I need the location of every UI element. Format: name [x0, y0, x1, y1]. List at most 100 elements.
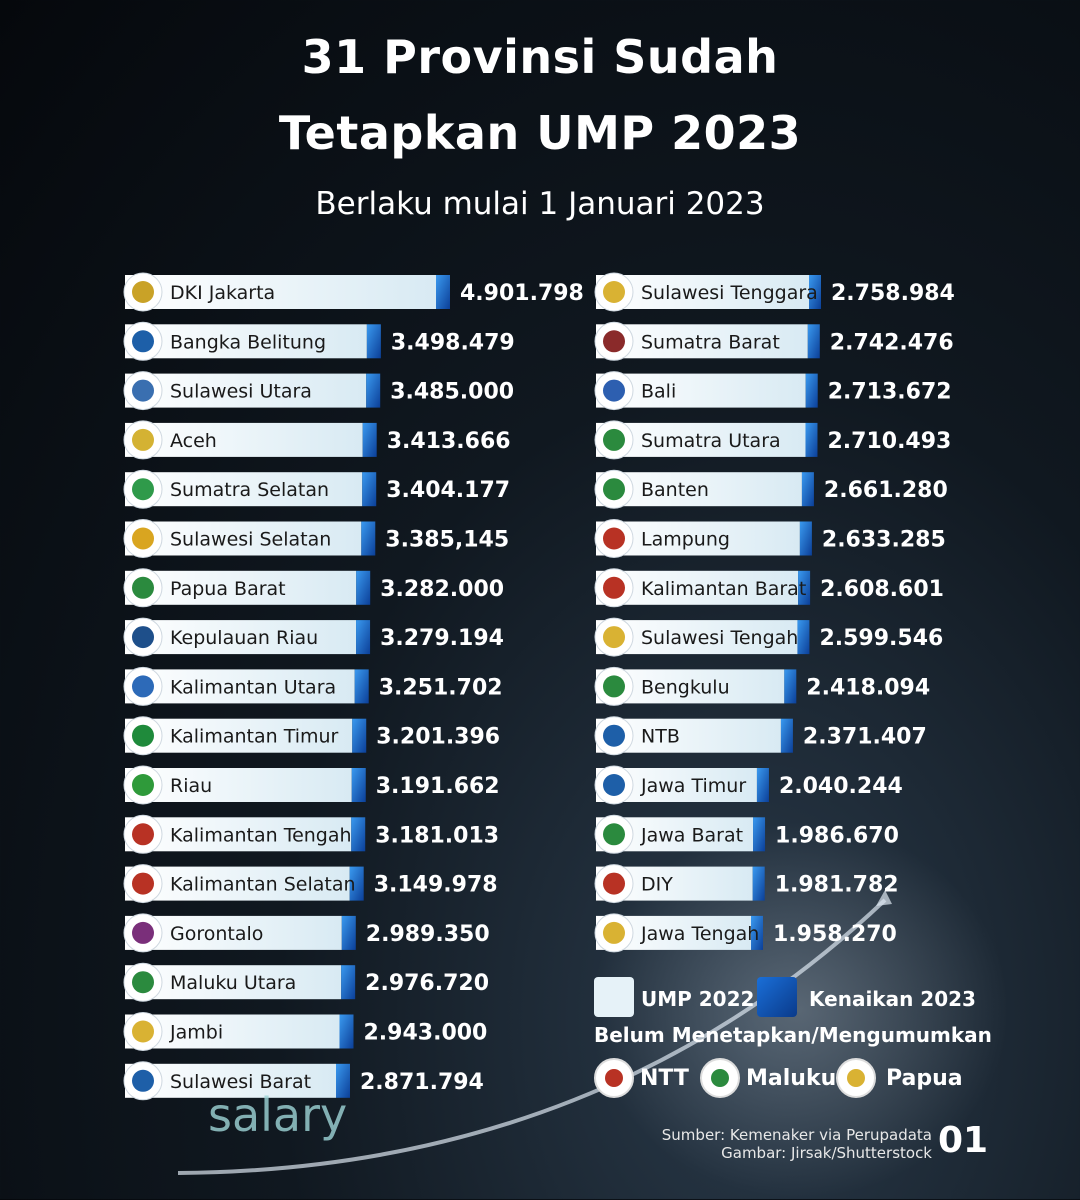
- value-label-gorontalo: 2.989.350: [366, 922, 490, 947]
- province-label-kepulauan-riau: Kepulauan Riau: [170, 627, 318, 649]
- emblem-inner-riau: [132, 774, 154, 796]
- bar-row-sumatra-selatan: Sumatra Selatan 3.404.177: [123, 469, 510, 509]
- province-label-banten: Banten: [641, 479, 709, 501]
- source-credit: Sumber: Kemenaker via Perupadata Gambar:…: [662, 1126, 932, 1162]
- value-label-dki-jakarta: 4.901.798: [460, 281, 584, 306]
- bar-ump2022-sulawesi-utara: [125, 373, 367, 408]
- bar-row-jawa-barat: Jawa Barat 1.986.670: [594, 814, 899, 854]
- bar-kenaikan-maluku-utara: [341, 965, 356, 1000]
- bar-row-jambi: Jambi 2.943.000: [123, 1012, 488, 1051]
- emblem-inner-kalimantan-tengah: [132, 823, 154, 846]
- value-label-kalimantan-selatan: 3.149.978: [374, 873, 498, 898]
- province-label-sulawesi-tenggara: Sulawesi Tenggara: [641, 282, 818, 304]
- province-label-sulawesi-utara: Sulawesi Utara: [170, 381, 312, 403]
- province-label-kalimantan-timur: Kalimantan Timur: [170, 726, 339, 748]
- province-label-bengkulu: Bengkulu: [641, 676, 730, 698]
- page-number: 01: [938, 1120, 989, 1161]
- province-label-sulawesi-barat: Sulawesi Barat: [170, 1071, 311, 1093]
- bar-row-kalimantan-timur: Kalimantan Timur 3.201.396: [123, 716, 500, 756]
- value-label-jambi: 2.943.000: [364, 1021, 488, 1046]
- province-label-kalimantan-selatan: Kalimantan Selatan: [170, 874, 356, 896]
- value-label-kalimantan-tengah: 3.181.013: [375, 823, 499, 848]
- value-label-bali: 2.713.672: [828, 380, 952, 405]
- page-title-line2: Tetapkan UMP 2023: [278, 106, 802, 160]
- province-label-sumatra-utara: Sumatra Utara: [641, 430, 781, 452]
- value-label-maluku-utara: 2.976.720: [365, 971, 489, 996]
- bar-row-maluku-utara: Maluku Utara 2.976.720: [123, 962, 489, 1002]
- maluku-emblem-icon: [700, 1058, 740, 1098]
- bar-kenaikan-bali: [805, 373, 818, 408]
- emblem-inner-jambi: [132, 1020, 154, 1043]
- emblem-inner-sulawesi-tengah: [603, 626, 625, 649]
- value-label-papua-barat: 3.282.000: [380, 577, 504, 602]
- bar-row-sulawesi-tengah: Sulawesi Tengah 2.599.546: [594, 617, 943, 657]
- bar-kenaikan-kalimantan-barat: [798, 570, 811, 605]
- bar-kenaikan-lampung: [799, 521, 812, 556]
- province-label-sumatra-barat: Sumatra Barat: [641, 331, 780, 353]
- value-label-bangka-belitung: 3.498.479: [391, 330, 515, 355]
- province-label-maluku-utara: Maluku Utara: [170, 972, 296, 994]
- source-line: Sumber: Kemenaker via Perupadata: [661, 1126, 932, 1144]
- bar-row-banten: Banten 2.661.280: [594, 469, 948, 509]
- emblem-inner-ntb: [603, 724, 625, 747]
- value-label-jawa-barat: 1.986.670: [775, 823, 899, 848]
- bar-row-sumatra-barat: Sumatra Barat 2.742.476: [594, 321, 954, 361]
- bar-row-bengkulu: Bengkulu 2.418.094: [594, 666, 930, 706]
- pending-item-papua: Papua: [886, 1066, 963, 1091]
- papua-emblem-icon: [836, 1058, 876, 1098]
- bar-kenaikan-kalimantan-tengah: [351, 817, 366, 852]
- value-label-kalimantan-barat: 2.608.601: [820, 577, 944, 602]
- bar-row-sulawesi-selatan: Sulawesi Selatan 3.385,145: [123, 519, 509, 558]
- bar-row-sulawesi-barat: Sulawesi Barat 2.871.794: [123, 1061, 484, 1101]
- bar-kenaikan-sumatra-barat: [807, 324, 820, 359]
- bar-kenaikan-ntb: [780, 718, 793, 753]
- province-label-gorontalo: Gorontalo: [170, 923, 263, 945]
- legend-swatch-ump2022: [594, 977, 634, 1017]
- bar-ump2022-kalimantan-utara: [125, 669, 355, 704]
- emblem-inner-maluku-utara: [132, 971, 154, 994]
- emblem-inner-aceh: [132, 428, 154, 451]
- emblem-inner-kalimantan-barat: [603, 576, 625, 599]
- bar-kenaikan-sumatra-selatan: [362, 472, 377, 507]
- emblem-inner-jawa-barat: [603, 823, 625, 846]
- value-label-sumatra-barat: 2.742.476: [830, 330, 954, 355]
- bar-row-jawa-tengah: Jawa Tengah 1.958.270: [594, 913, 897, 953]
- emblem-inner-sumatra-utara: [603, 428, 625, 451]
- bar-row-sulawesi-tenggara: Sulawesi Tenggara 2.758.984: [594, 272, 955, 312]
- emblem-inner-jawa-tengah: [603, 921, 625, 944]
- emblem-inner-sumatra-barat: [603, 330, 625, 353]
- value-label-kepulauan-riau: 3.279.194: [380, 626, 504, 651]
- bar-kenaikan-kalimantan-utara: [354, 669, 369, 704]
- bar-ump2022-sumatra-selatan: [125, 472, 363, 507]
- bar-kenaikan-sulawesi-selatan: [361, 521, 376, 556]
- emblem-inner-sulawesi-selatan: [132, 527, 154, 550]
- value-label-jawa-tengah: 1.958.270: [773, 922, 897, 947]
- bar-kenaikan-kepulauan-riau: [356, 620, 371, 655]
- value-label-riau: 3.191.662: [376, 774, 500, 799]
- province-label-kalimantan-utara: Kalimantan Utara: [170, 676, 336, 698]
- legend-label-kenaikan: Kenaikan 2023: [809, 987, 976, 1011]
- value-label-sulawesi-tenggara: 2.758.984: [831, 281, 955, 306]
- pending-heading: Belum Menetapkan/Mengumumkan: [594, 1023, 992, 1047]
- bar-row-kepulauan-riau: Kepulauan Riau 3.279.194: [123, 617, 504, 657]
- bar-kenaikan-papua-barat: [356, 570, 371, 605]
- province-label-kalimantan-barat: Kalimantan Barat: [641, 578, 806, 600]
- province-label-jawa-barat: Jawa Barat: [640, 824, 743, 846]
- bar-row-bangka-belitung: Bangka Belitung 3.498.479: [123, 321, 515, 361]
- value-label-kalimantan-utara: 3.251.702: [379, 675, 503, 700]
- province-label-bangka-belitung: Bangka Belitung: [170, 331, 326, 353]
- province-label-bali: Bali: [641, 381, 676, 403]
- legend-swatch-kenaikan: [757, 977, 797, 1017]
- province-label-ntb: NTB: [641, 726, 680, 748]
- bar-kenaikan-jawa-barat: [753, 817, 766, 852]
- value-label-aceh: 3.413.666: [387, 429, 511, 454]
- bar-ump2022-kepulauan-riau: [125, 620, 357, 655]
- bar-kenaikan-diy: [752, 866, 765, 901]
- bar-ump2022-riau: [125, 768, 352, 802]
- bar-ump2022-bangka-belitung: [125, 324, 367, 359]
- bar-row-jawa-timur: Jawa Timur 2.040.244: [594, 765, 903, 805]
- bar-ump2022-sulawesi-selatan: [125, 521, 362, 556]
- bar-row-kalimantan-selatan: Kalimantan Selatan 3.149.978: [123, 864, 498, 904]
- bar-row-lampung: Lampung 2.633.285: [594, 519, 946, 558]
